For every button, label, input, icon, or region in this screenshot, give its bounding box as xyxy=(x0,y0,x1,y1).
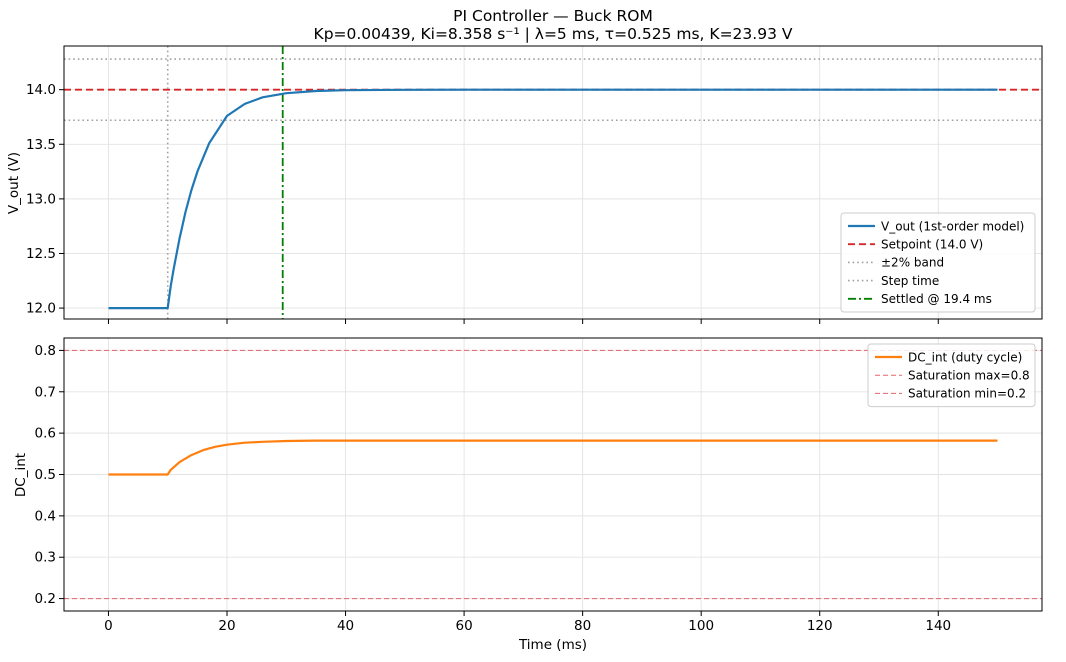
legend-label-0: V_out (1st-order model) xyxy=(881,219,1024,233)
chart-subtitle: Kp=0.00439, Ki=8.358 s⁻¹ | λ=5 ms, τ=0.5… xyxy=(314,25,793,43)
legend-box xyxy=(867,343,1036,408)
x-tick-label-2: 40 xyxy=(337,618,354,634)
plot-area xyxy=(64,46,1042,319)
x-tick-label-6: 120 xyxy=(807,618,833,634)
legend-label-2: ±2% band xyxy=(881,256,944,270)
legend-label-2: Saturation min=0.2 xyxy=(908,387,1026,401)
y-tick-label-0: 12.0 xyxy=(26,301,56,317)
voltage-y-axis-label: V_out (V) xyxy=(6,152,22,214)
y-tick-label-1: 0.3 xyxy=(35,550,56,566)
legend-label-1: Setpoint (14.0 V) xyxy=(881,238,983,252)
legend-box xyxy=(840,212,1036,313)
axes-frame xyxy=(63,45,1043,320)
chart-title: PI Controller — Buck ROM xyxy=(453,7,653,25)
x-tick-label-3: 60 xyxy=(455,618,472,634)
duty-cycle-panel: 0 20 40 60 80 100 120 140 0.2 0.3 0.4 0.5 0.6 0.7 0.8 D… xyxy=(35,337,1043,634)
y-tick-label-2: 13.0 xyxy=(26,191,56,207)
y-tick-label-3: 0.5 xyxy=(35,467,56,483)
y-tick-label-3: 13.5 xyxy=(26,137,56,153)
x-tick-label-0: 0 xyxy=(104,618,113,634)
y-tick-label-4: 14.0 xyxy=(26,82,56,98)
x-tick-label-7: 140 xyxy=(925,618,951,634)
legend: DC_int (duty cycle) Saturation max=0.8 Sat… xyxy=(867,343,1036,408)
legend-label-1: Saturation max=0.8 xyxy=(908,369,1030,383)
y-tick-label-0: 0.2 xyxy=(35,591,56,607)
voltage-panel: 12.0 12.5 13.0 13.5 14.0 V_out (1st-order mod… xyxy=(26,45,1043,324)
y-tick-label-5: 0.7 xyxy=(35,384,56,400)
y-tick-label-2: 0.4 xyxy=(35,508,56,524)
x-tick-label-5: 100 xyxy=(688,618,714,634)
legend-label-3: Step time xyxy=(881,274,939,288)
series-line-0-0 xyxy=(108,88,998,310)
y-tick-label-4: 0.6 xyxy=(35,426,56,442)
y-tick-label-1: 12.5 xyxy=(26,246,56,262)
x-axis-label: Time (ms) xyxy=(518,637,587,653)
plot-area xyxy=(64,349,1042,600)
x-tick-label-1: 20 xyxy=(218,618,235,634)
legend: V_out (1st-order model) Setpoint (14.0 V)… xyxy=(840,212,1036,313)
duty-y-axis-label: DC_int xyxy=(13,453,29,497)
series-line-1-0 xyxy=(108,439,998,476)
legend-label-4: Settled @ 19.4 ms xyxy=(881,292,992,306)
x-tick-label-4: 80 xyxy=(574,618,591,634)
y-tick-label-6: 0.8 xyxy=(35,343,56,359)
legend-label-0: DC_int (duty cycle) xyxy=(908,350,1022,364)
